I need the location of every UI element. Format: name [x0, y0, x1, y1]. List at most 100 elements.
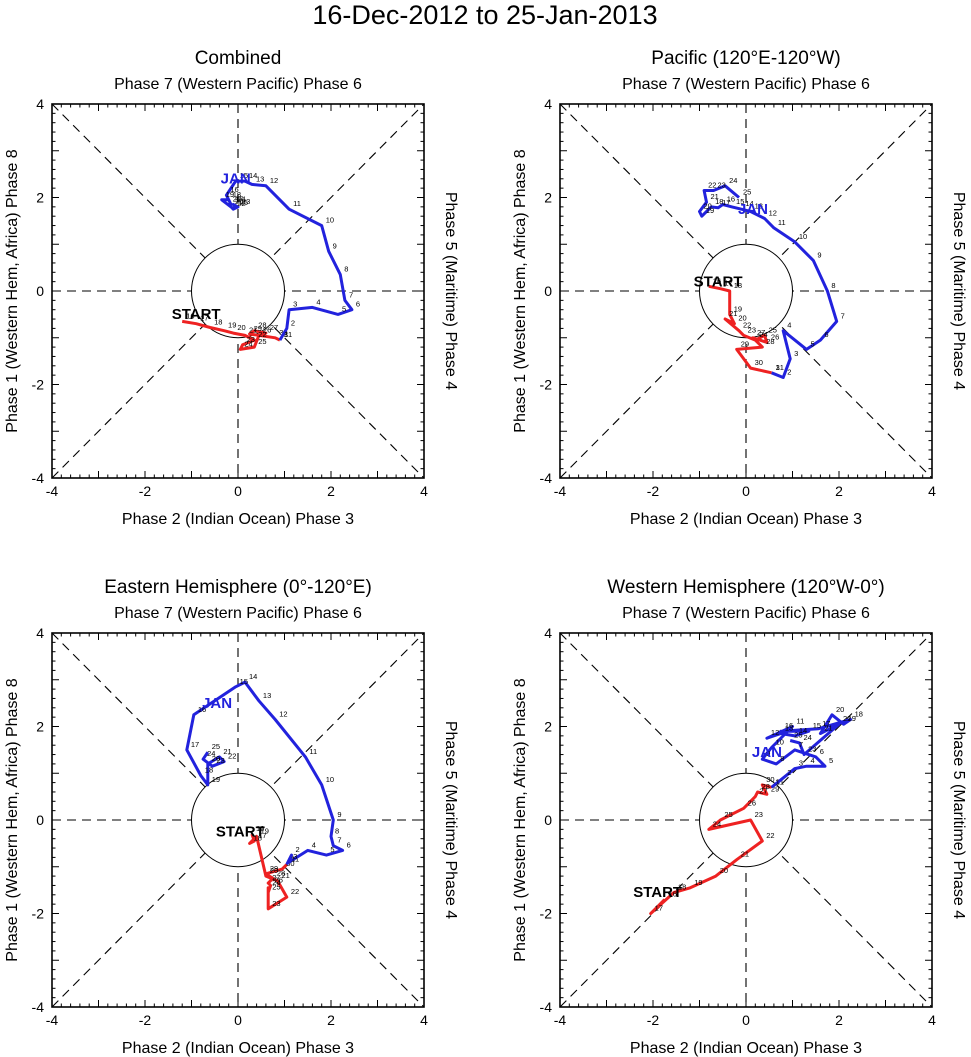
day-label: 21	[223, 747, 231, 756]
day-label: 13	[755, 202, 763, 211]
day-label: 2	[295, 845, 299, 854]
day-label: 24	[729, 176, 737, 185]
x-tick-label: -4	[46, 483, 59, 499]
bottom-axis-label: Phase 2 (Indian Ocean) Phase 3	[630, 511, 862, 528]
day-label: 25	[724, 810, 732, 819]
day-label: 14	[745, 199, 753, 208]
day-label: 16	[198, 705, 206, 714]
x-tick-label: 2	[327, 483, 335, 499]
day-label: 6	[347, 840, 351, 849]
y-tick-label: 4	[36, 625, 44, 641]
day-label: 11	[797, 717, 805, 726]
day-label: 10	[326, 775, 334, 784]
day-label: 22	[228, 752, 236, 761]
day-label: 31	[776, 363, 784, 372]
day-label: 22	[291, 887, 299, 896]
bottom-axis-label: Phase 2 (Indian Ocean) Phase 3	[630, 1040, 862, 1057]
day-label: 23	[748, 325, 756, 334]
day-label: 23	[272, 899, 280, 908]
day-label: 16	[713, 276, 721, 285]
day-label: 1	[284, 330, 288, 339]
x-tick-label: 0	[742, 1012, 750, 1028]
day-label: 28	[762, 782, 770, 791]
day-label: 19	[212, 775, 220, 784]
day-label: 21	[729, 309, 737, 318]
y-tick-label: 0	[544, 283, 552, 299]
december-trajectory-line	[708, 284, 772, 375]
january-trajectory-line	[185, 680, 345, 866]
day-label: 3	[794, 349, 798, 358]
day-label: 11	[778, 218, 786, 227]
top-axis-label: Phase 7 (Western Pacific) Phase 6	[622, 76, 870, 93]
day-label: 4	[316, 297, 320, 306]
day-label: 20	[212, 754, 220, 763]
day-label: 15	[813, 721, 821, 730]
day-label: 9	[337, 810, 341, 819]
day-label: 18	[855, 709, 863, 718]
day-label: 10	[799, 232, 807, 241]
day-label: 18	[214, 317, 222, 326]
day-label: 19	[228, 321, 236, 330]
unit-circle	[191, 243, 285, 339]
day-label: 2	[787, 367, 791, 376]
day-label: 17	[724, 279, 732, 288]
x-tick-label: -2	[647, 1012, 660, 1028]
day-label: 24	[272, 878, 280, 887]
day-label: 29	[254, 324, 262, 333]
day-label: 19	[734, 304, 742, 313]
day-label: 11	[293, 199, 301, 208]
y-tick-label: 0	[544, 812, 552, 828]
x-tick-label: 0	[234, 1012, 242, 1028]
y-tick-label: -2	[540, 377, 553, 393]
day-label: 6	[356, 300, 360, 309]
day-label: 1	[776, 777, 780, 786]
day-label: 22	[766, 831, 774, 840]
day-label: 26	[263, 325, 271, 334]
day-label: 22	[237, 199, 245, 208]
day-label: 6	[820, 747, 824, 756]
x-tick-label: 0	[742, 483, 750, 499]
y-tick-label: 2	[36, 190, 44, 206]
x-tick-label: 2	[835, 1012, 843, 1028]
panel-title: Combined	[195, 48, 282, 69]
day-label: 2	[291, 318, 295, 327]
x-tick-label: 4	[420, 1012, 428, 1028]
day-label: 18	[254, 833, 262, 842]
left-axis-label: Phase 1 (Western Hem, Africa) Phase 8	[4, 149, 21, 432]
day-label: 17	[655, 904, 663, 913]
day-label: 30	[755, 358, 763, 367]
day-label: 25	[794, 731, 802, 740]
unit-circle	[191, 772, 285, 868]
y-tick-label: -4	[540, 999, 553, 1015]
day-label: 17	[722, 198, 730, 207]
x-tick-label: -2	[647, 483, 660, 499]
day-label: 16	[256, 824, 264, 833]
january-trajectory-line	[698, 184, 839, 379]
day-label: 6	[824, 330, 828, 339]
day-label: 17	[235, 195, 243, 204]
day-label: 20	[270, 866, 278, 875]
right-axis-label: Phase 5 (Maritime) Phase 4	[442, 192, 459, 390]
day-label: 21	[741, 850, 749, 859]
day-label: 5	[330, 845, 334, 854]
month-marker-jan: JAN	[202, 695, 232, 712]
left-axis-label: Phase 1 (Western Hem, Africa) Phase 8	[512, 678, 529, 961]
day-label: 18	[734, 281, 742, 290]
day-label: 20	[720, 866, 728, 875]
day-label: 19	[848, 714, 856, 723]
day-label: 26	[275, 875, 283, 884]
day-label: 8	[831, 281, 835, 290]
day-label: 3	[799, 759, 803, 768]
day-label: 21	[282, 871, 290, 880]
january-trajectory-line	[760, 713, 853, 789]
day-label: 17	[258, 831, 266, 840]
y-tick-label: -2	[32, 906, 45, 922]
day-label: 17	[191, 740, 199, 749]
day-label: 15	[240, 677, 248, 686]
day-label: 5	[810, 339, 814, 348]
day-label: 25	[240, 198, 248, 207]
start-marker: START	[694, 273, 743, 290]
december-trajectory-line	[649, 783, 772, 915]
